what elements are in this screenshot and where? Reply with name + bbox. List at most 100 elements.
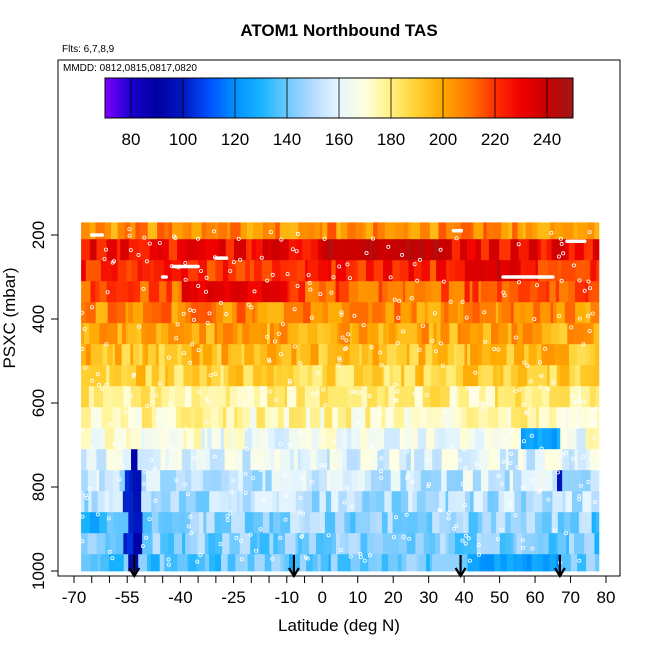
heatmap-cell	[303, 407, 307, 429]
heatmap-cell	[170, 491, 180, 513]
heatmap-cell	[109, 554, 115, 572]
sample-marker	[367, 393, 372, 398]
heatmap-cell	[187, 260, 199, 282]
heatmap-cell	[287, 386, 297, 408]
heatmap-cell	[370, 512, 378, 534]
heatmap-cell	[591, 491, 600, 513]
sample-marker	[339, 310, 344, 315]
sample-marker	[529, 433, 534, 438]
heatmap-cell	[209, 491, 221, 513]
heatmap-cell	[322, 365, 328, 387]
sample-marker	[90, 378, 95, 383]
heatmap-cell	[280, 260, 289, 282]
heatmap-cell	[490, 344, 496, 366]
heatmap-cell	[557, 470, 563, 492]
sample-marker	[259, 255, 264, 260]
sample-marker	[188, 307, 193, 312]
sample-marker	[207, 311, 212, 316]
heatmap-cell	[368, 344, 373, 366]
heatmap-cell	[316, 533, 324, 555]
heatmap-cell	[476, 281, 479, 303]
sample-marker	[575, 424, 580, 429]
heatmap-cell	[120, 239, 127, 261]
heatmap-cell	[142, 449, 154, 471]
sample-marker	[538, 488, 543, 493]
heatmap-cell	[506, 344, 515, 366]
heatmap-cell	[267, 323, 271, 345]
heatmap-cell	[236, 428, 246, 450]
sample-marker	[107, 549, 112, 554]
heatmap-cell	[240, 281, 249, 303]
sample-marker	[492, 450, 497, 455]
heatmap-cell	[524, 302, 534, 324]
heatmap-cell	[203, 512, 207, 534]
heatmap-cell	[469, 281, 473, 303]
heatmap-cell	[456, 386, 460, 408]
heatmap-cell	[113, 512, 119, 534]
heatmap-cell	[568, 260, 576, 282]
heatmap-cell	[428, 323, 434, 345]
heatmap-cell	[272, 491, 278, 513]
heatmap-cell	[333, 239, 344, 261]
heatmap-cell	[279, 222, 291, 240]
sample-marker	[369, 345, 374, 350]
heatmap-cell	[578, 386, 582, 408]
colorbar-tick-label: 80	[122, 130, 141, 149]
heatmap-cell	[344, 512, 351, 534]
heatmap-cell	[555, 281, 560, 303]
heatmap-cell	[205, 222, 216, 240]
heatmap-cell	[383, 260, 393, 282]
heatmap-cell	[265, 470, 273, 492]
sample-marker	[480, 405, 485, 410]
heatmap-cell	[211, 428, 222, 450]
heatmap-cell	[372, 239, 380, 261]
heatmap-cell	[395, 323, 398, 345]
heatmap-cell	[550, 222, 555, 240]
colorbar-tick-label: 120	[221, 130, 249, 149]
sample-marker	[105, 290, 110, 295]
heatmap-cell	[225, 239, 235, 261]
heatmap-cell	[446, 260, 451, 282]
heatmap-cell	[545, 281, 550, 303]
heatmap-cell	[149, 386, 156, 408]
sample-marker	[521, 545, 526, 550]
heatmap-cell	[206, 260, 216, 282]
heatmap-cell	[123, 533, 128, 555]
heatmap-cell	[214, 512, 222, 534]
heatmap-cell	[438, 491, 446, 513]
heatmap-cell	[562, 449, 570, 471]
heatmap-cell	[360, 533, 368, 555]
heatmap-cell	[292, 302, 304, 324]
sample-marker	[546, 497, 551, 502]
heatmap-cell	[412, 365, 416, 387]
heatmap-cell	[295, 491, 304, 513]
heatmap-cell	[81, 239, 91, 261]
sample-marker	[186, 524, 191, 529]
heatmap-cell	[206, 512, 215, 534]
heatmap-cell	[423, 533, 430, 555]
heatmap-cell	[91, 428, 100, 450]
heatmap-cell	[512, 470, 522, 492]
heatmap-cell	[537, 239, 542, 261]
heatmap-cell	[239, 533, 251, 555]
heatmap-cell	[384, 428, 391, 450]
sample-marker	[121, 464, 126, 469]
heatmap-cell	[367, 428, 372, 450]
sample-marker	[405, 473, 410, 478]
heatmap-cell	[85, 260, 91, 282]
heatmap-cell	[376, 512, 383, 534]
heatmap-cell	[93, 386, 104, 408]
sample-marker	[308, 287, 313, 292]
heatmap-cell	[191, 323, 200, 345]
heatmap-cell	[138, 239, 146, 261]
heatmap-cell	[383, 323, 387, 345]
heatmap-cell	[261, 365, 267, 387]
heatmap-cell	[298, 449, 301, 471]
heatmap-cell	[136, 323, 142, 345]
heatmap-cell	[407, 323, 418, 345]
heatmap-cell	[407, 512, 418, 534]
heatmap-cell	[462, 470, 474, 492]
sample-marker	[309, 479, 314, 484]
heatmap-cell	[190, 533, 195, 555]
heatmap-cell	[419, 407, 428, 429]
